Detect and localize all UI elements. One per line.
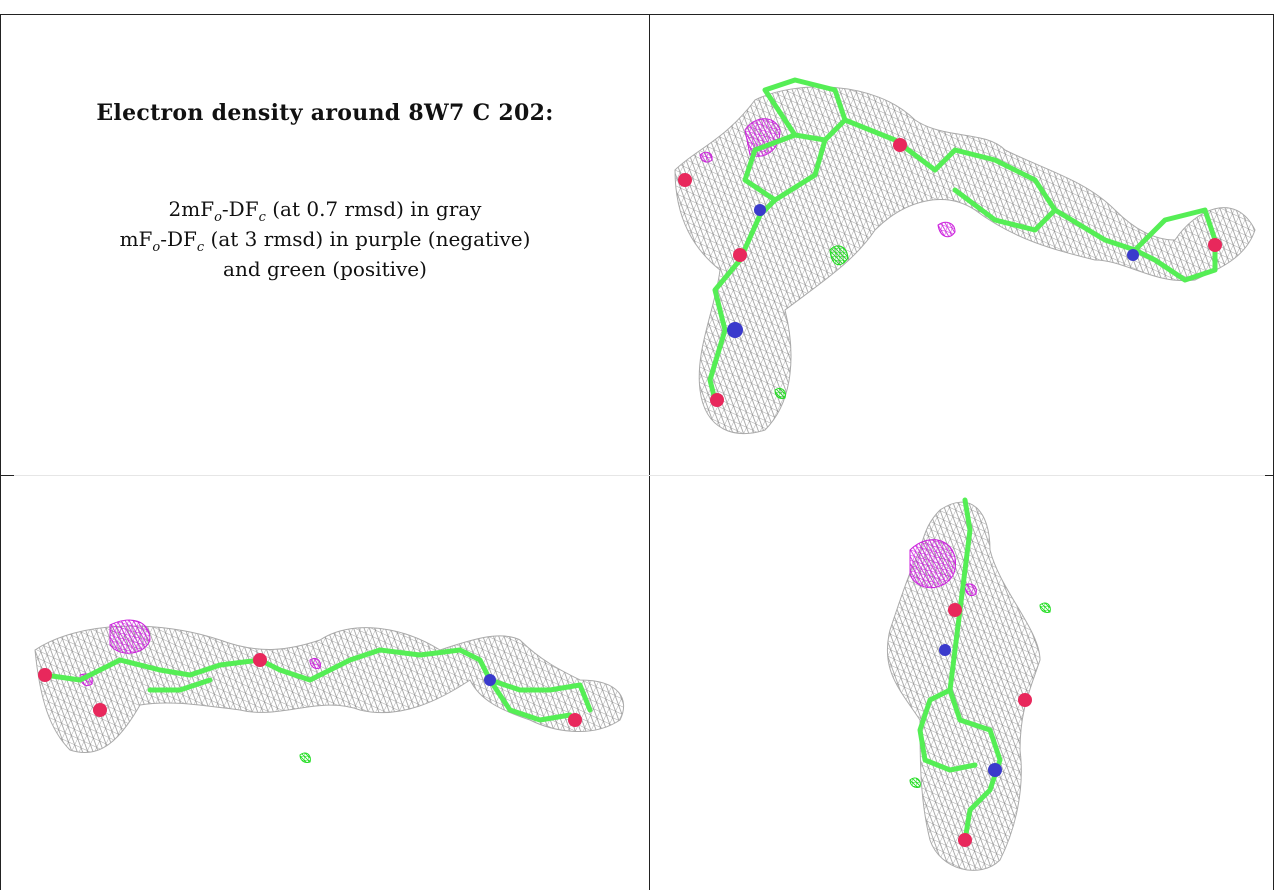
ligand-bonds — [42, 647, 593, 723]
legend-line-fofc: mFo-DFc (at 3 rmsd) in purple (negative) — [119, 227, 531, 255]
legend-line-2fo: 2mFo-DFc (at 0.7 rmsd) in gray — [168, 197, 482, 225]
top-border — [0, 14, 1274, 15]
density-view-bottom-right — [880, 490, 1080, 880]
density-view-top-right — [655, 60, 1267, 470]
row-divider-left — [0, 475, 14, 476]
center-divider — [649, 14, 650, 890]
negative-density-mesh — [909, 539, 977, 597]
density-view-bottom-left — [20, 580, 640, 780]
gray-density-mesh — [674, 86, 1256, 435]
atoms — [939, 603, 1032, 847]
positive-density-mesh — [299, 752, 311, 763]
left-border — [0, 14, 1, 890]
gray-density-mesh — [886, 501, 1041, 871]
positive-density-mesh — [909, 602, 1051, 788]
ligand-bonds — [917, 497, 1003, 843]
positive-density-mesh — [774, 245, 849, 399]
row-divider-right — [1265, 475, 1274, 476]
atoms — [678, 138, 1222, 407]
legend-line-positive: and green (positive) — [223, 257, 427, 281]
row-divider-faint — [14, 475, 1265, 476]
negative-density-mesh — [699, 118, 956, 238]
figure-caption: Electron density around 8W7 C 202: 2mFo-… — [40, 100, 610, 284]
atoms — [38, 653, 582, 727]
caption-title: Electron density around 8W7 C 202: — [96, 100, 554, 126]
